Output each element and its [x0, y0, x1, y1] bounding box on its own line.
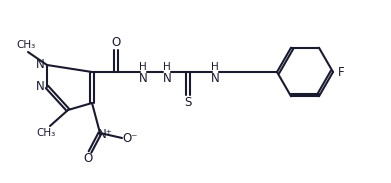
- Text: F: F: [338, 66, 344, 79]
- Text: CH₃: CH₃: [36, 128, 56, 138]
- Text: N: N: [36, 59, 44, 72]
- Text: O: O: [83, 152, 93, 165]
- Text: H: H: [163, 62, 171, 72]
- Text: H: H: [211, 62, 219, 72]
- Text: O⁻: O⁻: [122, 132, 138, 145]
- Text: H: H: [139, 62, 147, 72]
- Text: O: O: [111, 36, 121, 49]
- Text: N⁺: N⁺: [98, 128, 113, 141]
- Text: CH₃: CH₃: [16, 40, 36, 50]
- Text: N: N: [163, 72, 171, 85]
- Text: S: S: [184, 96, 192, 109]
- Text: N: N: [36, 81, 44, 94]
- Text: N: N: [211, 72, 219, 85]
- Text: N: N: [139, 72, 147, 85]
